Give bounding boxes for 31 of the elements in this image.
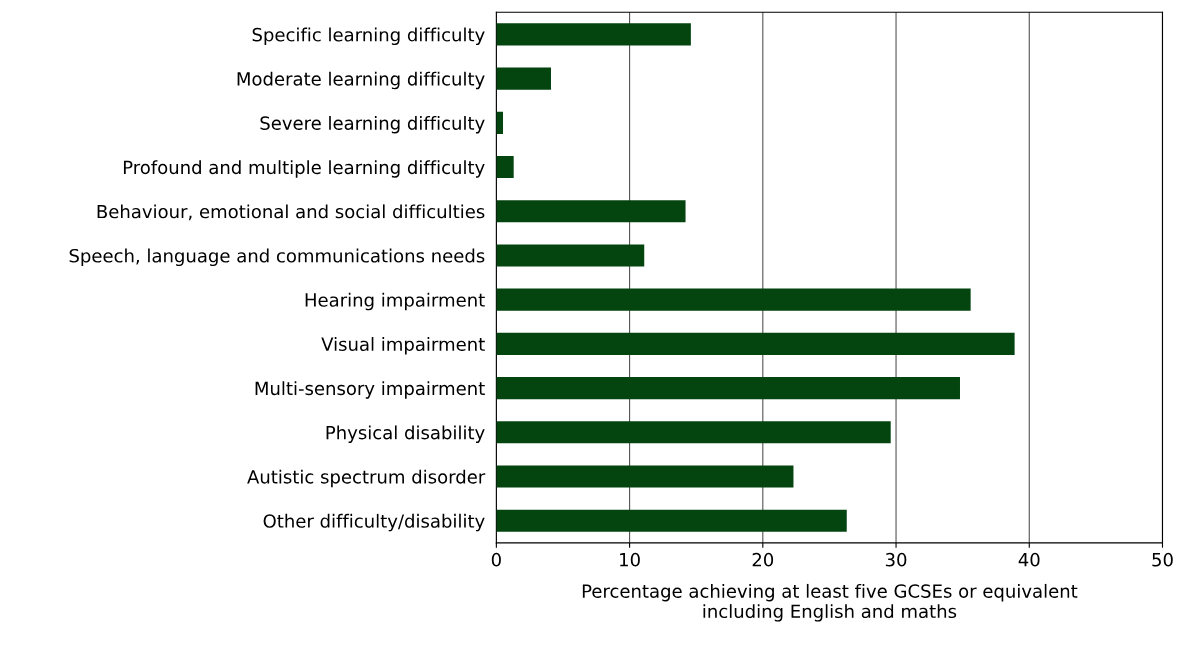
x-tick-label: 0	[491, 552, 501, 567]
y-tick-label: Behaviour, emotional and social difficulties	[97, 204, 485, 221]
bar	[496, 509, 847, 532]
bar	[496, 23, 691, 46]
y-tick-label: Multi-sensory impairment	[255, 381, 485, 399]
y-tick-label: Hearing impairment	[305, 292, 485, 311]
bar	[496, 155, 514, 179]
y-tick-label: Severe learning difficulty	[260, 115, 485, 134]
y-tick-label: Speech, language and communications needs	[69, 248, 485, 267]
y-tick-label: Physical disability	[326, 425, 485, 443]
x-tick-label: 40	[1018, 552, 1040, 567]
y-tick-label: Autistic spectrum disorder	[247, 469, 486, 488]
x-axis-title: Percentage achieving at least five GCSEs or equivalent including English and maths	[582, 583, 1078, 622]
y-tick-label: Specific learning difficulty	[252, 27, 485, 46]
x-tick-label: 20	[752, 552, 774, 567]
bar	[496, 421, 891, 444]
bar	[496, 200, 686, 223]
x-tick-label: 50	[1152, 552, 1173, 567]
y-tick-label: Visual impairment	[321, 337, 485, 355]
x-tick-label: 30	[885, 552, 907, 567]
bar	[496, 288, 971, 311]
bar	[496, 111, 504, 134]
y-tick-label: Moderate learning difficulty	[237, 71, 485, 90]
bar	[496, 67, 551, 90]
bar	[496, 465, 794, 488]
y-tick-label: Profound and multiple learning difficulty	[123, 160, 485, 178]
bar	[496, 244, 645, 267]
bar	[496, 332, 1015, 355]
y-tick-label: Other difficulty/disability	[263, 513, 485, 532]
x-tick-label: 10	[620, 552, 640, 567]
bar	[496, 377, 960, 400]
